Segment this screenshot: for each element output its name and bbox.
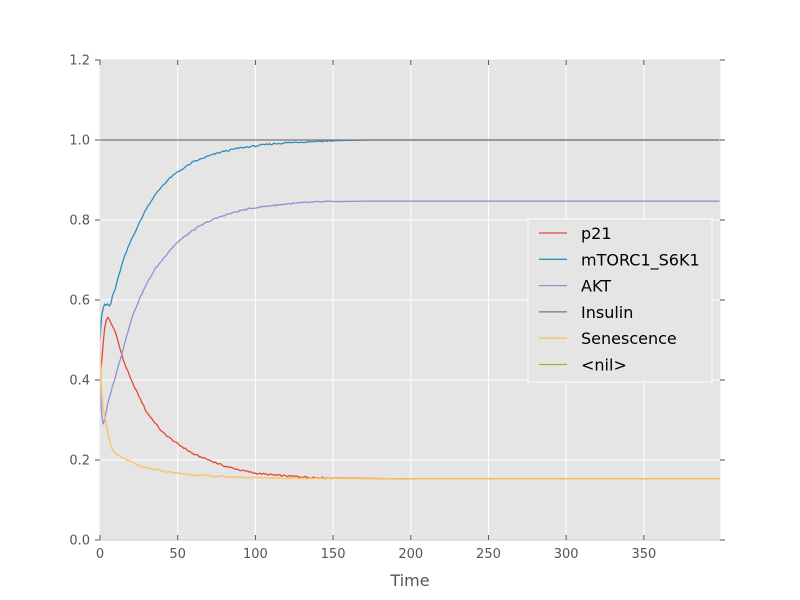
y-tick-label: 0.8 (69, 214, 90, 229)
legend-label: mTORC1_S6K1 (581, 250, 700, 270)
x-tick-label: 250 (476, 547, 501, 562)
legend-label: Senescence (581, 329, 677, 348)
legend-label: AKT (581, 277, 611, 296)
y-tick-label: 0.6 (69, 294, 90, 309)
x-tick-label: 0 (96, 547, 104, 562)
y-tick-label: 1.2 (69, 54, 90, 69)
y-tick-label: 0.2 (69, 454, 90, 469)
y-tick-label: 1.0 (69, 134, 90, 149)
legend-label: Insulin (581, 303, 633, 322)
x-tick-label: 150 (321, 547, 346, 562)
x-tick-label: 100 (243, 547, 268, 562)
series-line-4 (99, 340, 720, 480)
legend-box (527, 218, 713, 383)
x-tick-label: 300 (554, 547, 579, 562)
x-tick-label: 200 (398, 547, 423, 562)
axis-ticks: 0 50 100 150 200 250 300 350 0.0 0.2 0.4 0.6 0.8 1.0 1… (69, 54, 725, 562)
legend: p21 mTORC1_S6K1 AKT Insulin Senescence <nil> (527, 218, 713, 383)
x-tick-label: 350 (631, 547, 656, 562)
x-axis-title: Time (389, 571, 429, 590)
series-line-2 (99, 200, 720, 425)
legend-label: <nil> (581, 356, 627, 375)
y-tick-label: 0.0 (69, 534, 90, 549)
y-tick-label: 0.4 (69, 374, 90, 389)
x-tick-label: 50 (169, 547, 186, 562)
legend-label: p21 (581, 224, 612, 243)
